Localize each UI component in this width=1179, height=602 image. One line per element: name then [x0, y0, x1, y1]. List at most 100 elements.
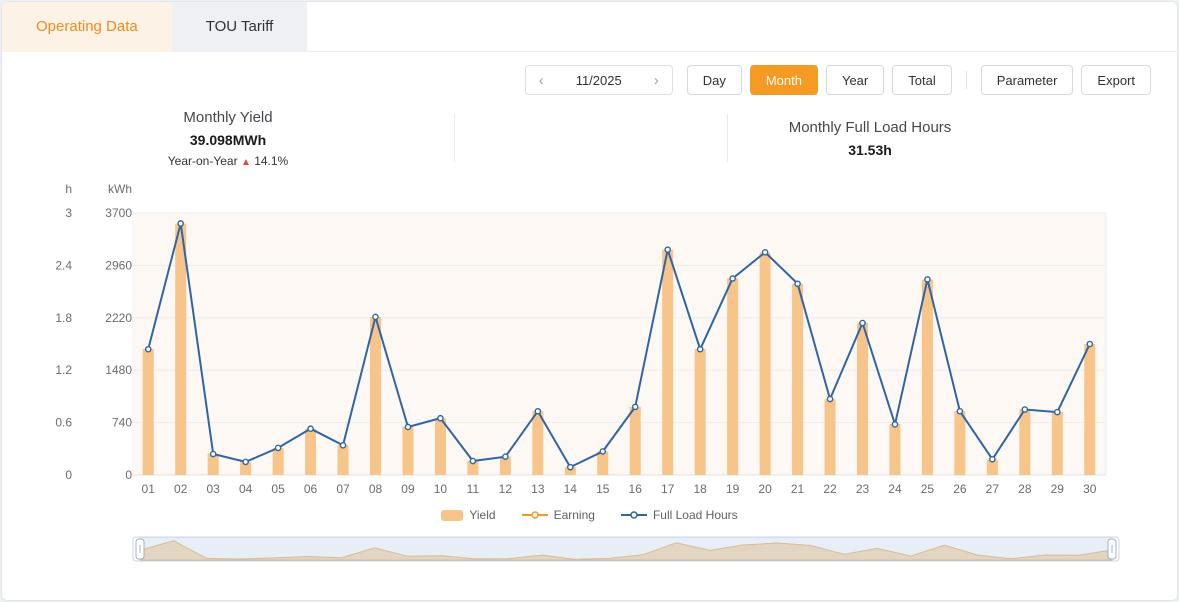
bar-yield-20[interactable]	[759, 252, 771, 475]
flh-point-29[interactable]	[1054, 408, 1061, 416]
flh-point-23[interactable]	[859, 319, 866, 327]
svg-text:20: 20	[758, 482, 772, 496]
bar-yield-21[interactable]	[792, 283, 804, 475]
svg-text:3700: 3700	[105, 206, 132, 220]
month-button[interactable]: Month	[749, 65, 818, 95]
bar-yield-17[interactable]	[662, 249, 674, 475]
svg-text:2960: 2960	[105, 258, 132, 272]
date-picker[interactable]: ‹ 11/2025 ›	[524, 65, 673, 95]
bar-yield-19[interactable]	[727, 278, 739, 475]
tab-operating-data[interactable]: Operating Data	[2, 2, 172, 52]
flh-point-30[interactable]	[1086, 340, 1094, 348]
bar-yield-16[interactable]	[629, 407, 641, 475]
bar-yield-09[interactable]	[402, 426, 414, 475]
bar-yield-11[interactable]	[467, 460, 479, 475]
flh-point-21[interactable]	[794, 280, 801, 288]
flh-point-14[interactable]	[567, 463, 574, 471]
flh-point-05[interactable]	[274, 444, 282, 452]
svg-text:1480: 1480	[105, 363, 132, 377]
flh-point-08[interactable]	[372, 313, 379, 321]
legend-flh-label: Full Load Hours	[652, 508, 738, 522]
flh-point-26[interactable]	[956, 407, 964, 415]
svg-text:h: h	[65, 182, 72, 196]
flh-point-11[interactable]	[469, 457, 477, 465]
bar-yield-22[interactable]	[824, 399, 836, 475]
bar-yield-03[interactable]	[207, 453, 219, 475]
bar-yield-13[interactable]	[532, 411, 544, 475]
export-button[interactable]: Export	[1081, 65, 1151, 95]
flh-point-12[interactable]	[502, 453, 509, 460]
bar-yield-12[interactable]	[499, 456, 511, 475]
bar-yield-28[interactable]	[1019, 409, 1031, 475]
flh-point-10[interactable]	[437, 414, 444, 422]
svg-text:09: 09	[401, 482, 415, 496]
up-arrow-icon: ▲	[240, 156, 251, 168]
bar-yield-01[interactable]	[142, 348, 154, 475]
bar-yield-24[interactable]	[889, 424, 901, 475]
flh-point-03[interactable]	[209, 450, 217, 458]
bar-yield-25[interactable]	[921, 279, 933, 475]
svg-text:06: 06	[304, 482, 318, 496]
bar-yield-26[interactable]	[954, 411, 966, 475]
flh-point-16[interactable]	[631, 403, 639, 411]
year-on-year: Year-on-Year ▲ 14.1%	[2, 154, 454, 168]
flh-point-17[interactable]	[664, 246, 672, 253]
flh-point-06[interactable]	[307, 425, 314, 433]
legend-item-flh[interactable]: Full Load Hours	[620, 508, 738, 522]
bar-yield-30[interactable]	[1084, 344, 1096, 475]
flh-point-24[interactable]	[891, 421, 899, 428]
bar-yield-14[interactable]	[564, 467, 576, 475]
bar-yield-27[interactable]	[986, 459, 998, 475]
total-button[interactable]: Total	[892, 65, 952, 95]
data-zoom-slider[interactable]	[132, 534, 1177, 569]
svg-text:22: 22	[823, 482, 837, 496]
day-button[interactable]: Day	[686, 65, 742, 95]
svg-text:1.8: 1.8	[55, 311, 72, 325]
svg-text:19: 19	[726, 482, 740, 496]
flh-point-15[interactable]	[599, 448, 607, 455]
bar-yield-07[interactable]	[337, 445, 349, 475]
bar-yield-02[interactable]	[175, 223, 187, 475]
parameter-button[interactable]: Parameter	[980, 65, 1074, 95]
full-load-hours-marker-icon	[620, 511, 647, 519]
flh-point-04[interactable]	[242, 458, 249, 466]
svg-text:740: 740	[112, 416, 132, 430]
flh-point-25[interactable]	[924, 276, 931, 283]
svg-text:02: 02	[174, 482, 188, 496]
svg-text:12: 12	[499, 482, 513, 496]
year-button[interactable]: Year	[825, 65, 885, 95]
svg-text:08: 08	[369, 482, 383, 496]
bar-yield-18[interactable]	[694, 348, 706, 475]
legend-item-yield[interactable]: Yield	[441, 508, 496, 522]
bar-yield-29[interactable]	[1051, 411, 1063, 475]
flh-point-20[interactable]	[761, 249, 769, 256]
stats-divider-right	[727, 114, 728, 162]
svg-text:04: 04	[239, 482, 253, 496]
bar-yield-08[interactable]	[370, 317, 381, 475]
flh-point-22[interactable]	[826, 395, 834, 403]
bar-yield-15[interactable]	[597, 451, 609, 475]
prev-period-icon[interactable]: ‹	[538, 71, 544, 89]
svg-text:kWh: kWh	[108, 182, 132, 196]
tab-tou-tariff[interactable]: TOU Tariff	[171, 2, 308, 52]
flh-point-13[interactable]	[534, 407, 542, 415]
flh-point-28[interactable]	[1021, 406, 1029, 413]
bar-yield-04[interactable]	[240, 462, 252, 475]
bar-yield-05[interactable]	[272, 448, 284, 475]
bar-yield-10[interactable]	[434, 418, 446, 475]
flh-point-27[interactable]	[989, 455, 996, 463]
flh-point-02[interactable]	[177, 220, 184, 227]
flh-point-07[interactable]	[339, 442, 347, 449]
svg-text:07: 07	[336, 482, 350, 496]
legend-yield-label: Yield	[469, 508, 496, 522]
flh-point-18[interactable]	[696, 345, 704, 353]
bar-yield-23[interactable]	[857, 322, 868, 475]
flh-point-19[interactable]	[729, 275, 736, 282]
flh-point-09[interactable]	[404, 423, 412, 431]
legend-item-earning[interactable]: Earning	[521, 508, 595, 522]
zoom-chart[interactable]	[132, 534, 1120, 564]
bar-yield-06[interactable]	[305, 428, 317, 475]
flh-point-01[interactable]	[144, 345, 152, 353]
svg-text:29: 29	[1051, 482, 1065, 496]
next-period-icon[interactable]: ›	[653, 71, 659, 89]
